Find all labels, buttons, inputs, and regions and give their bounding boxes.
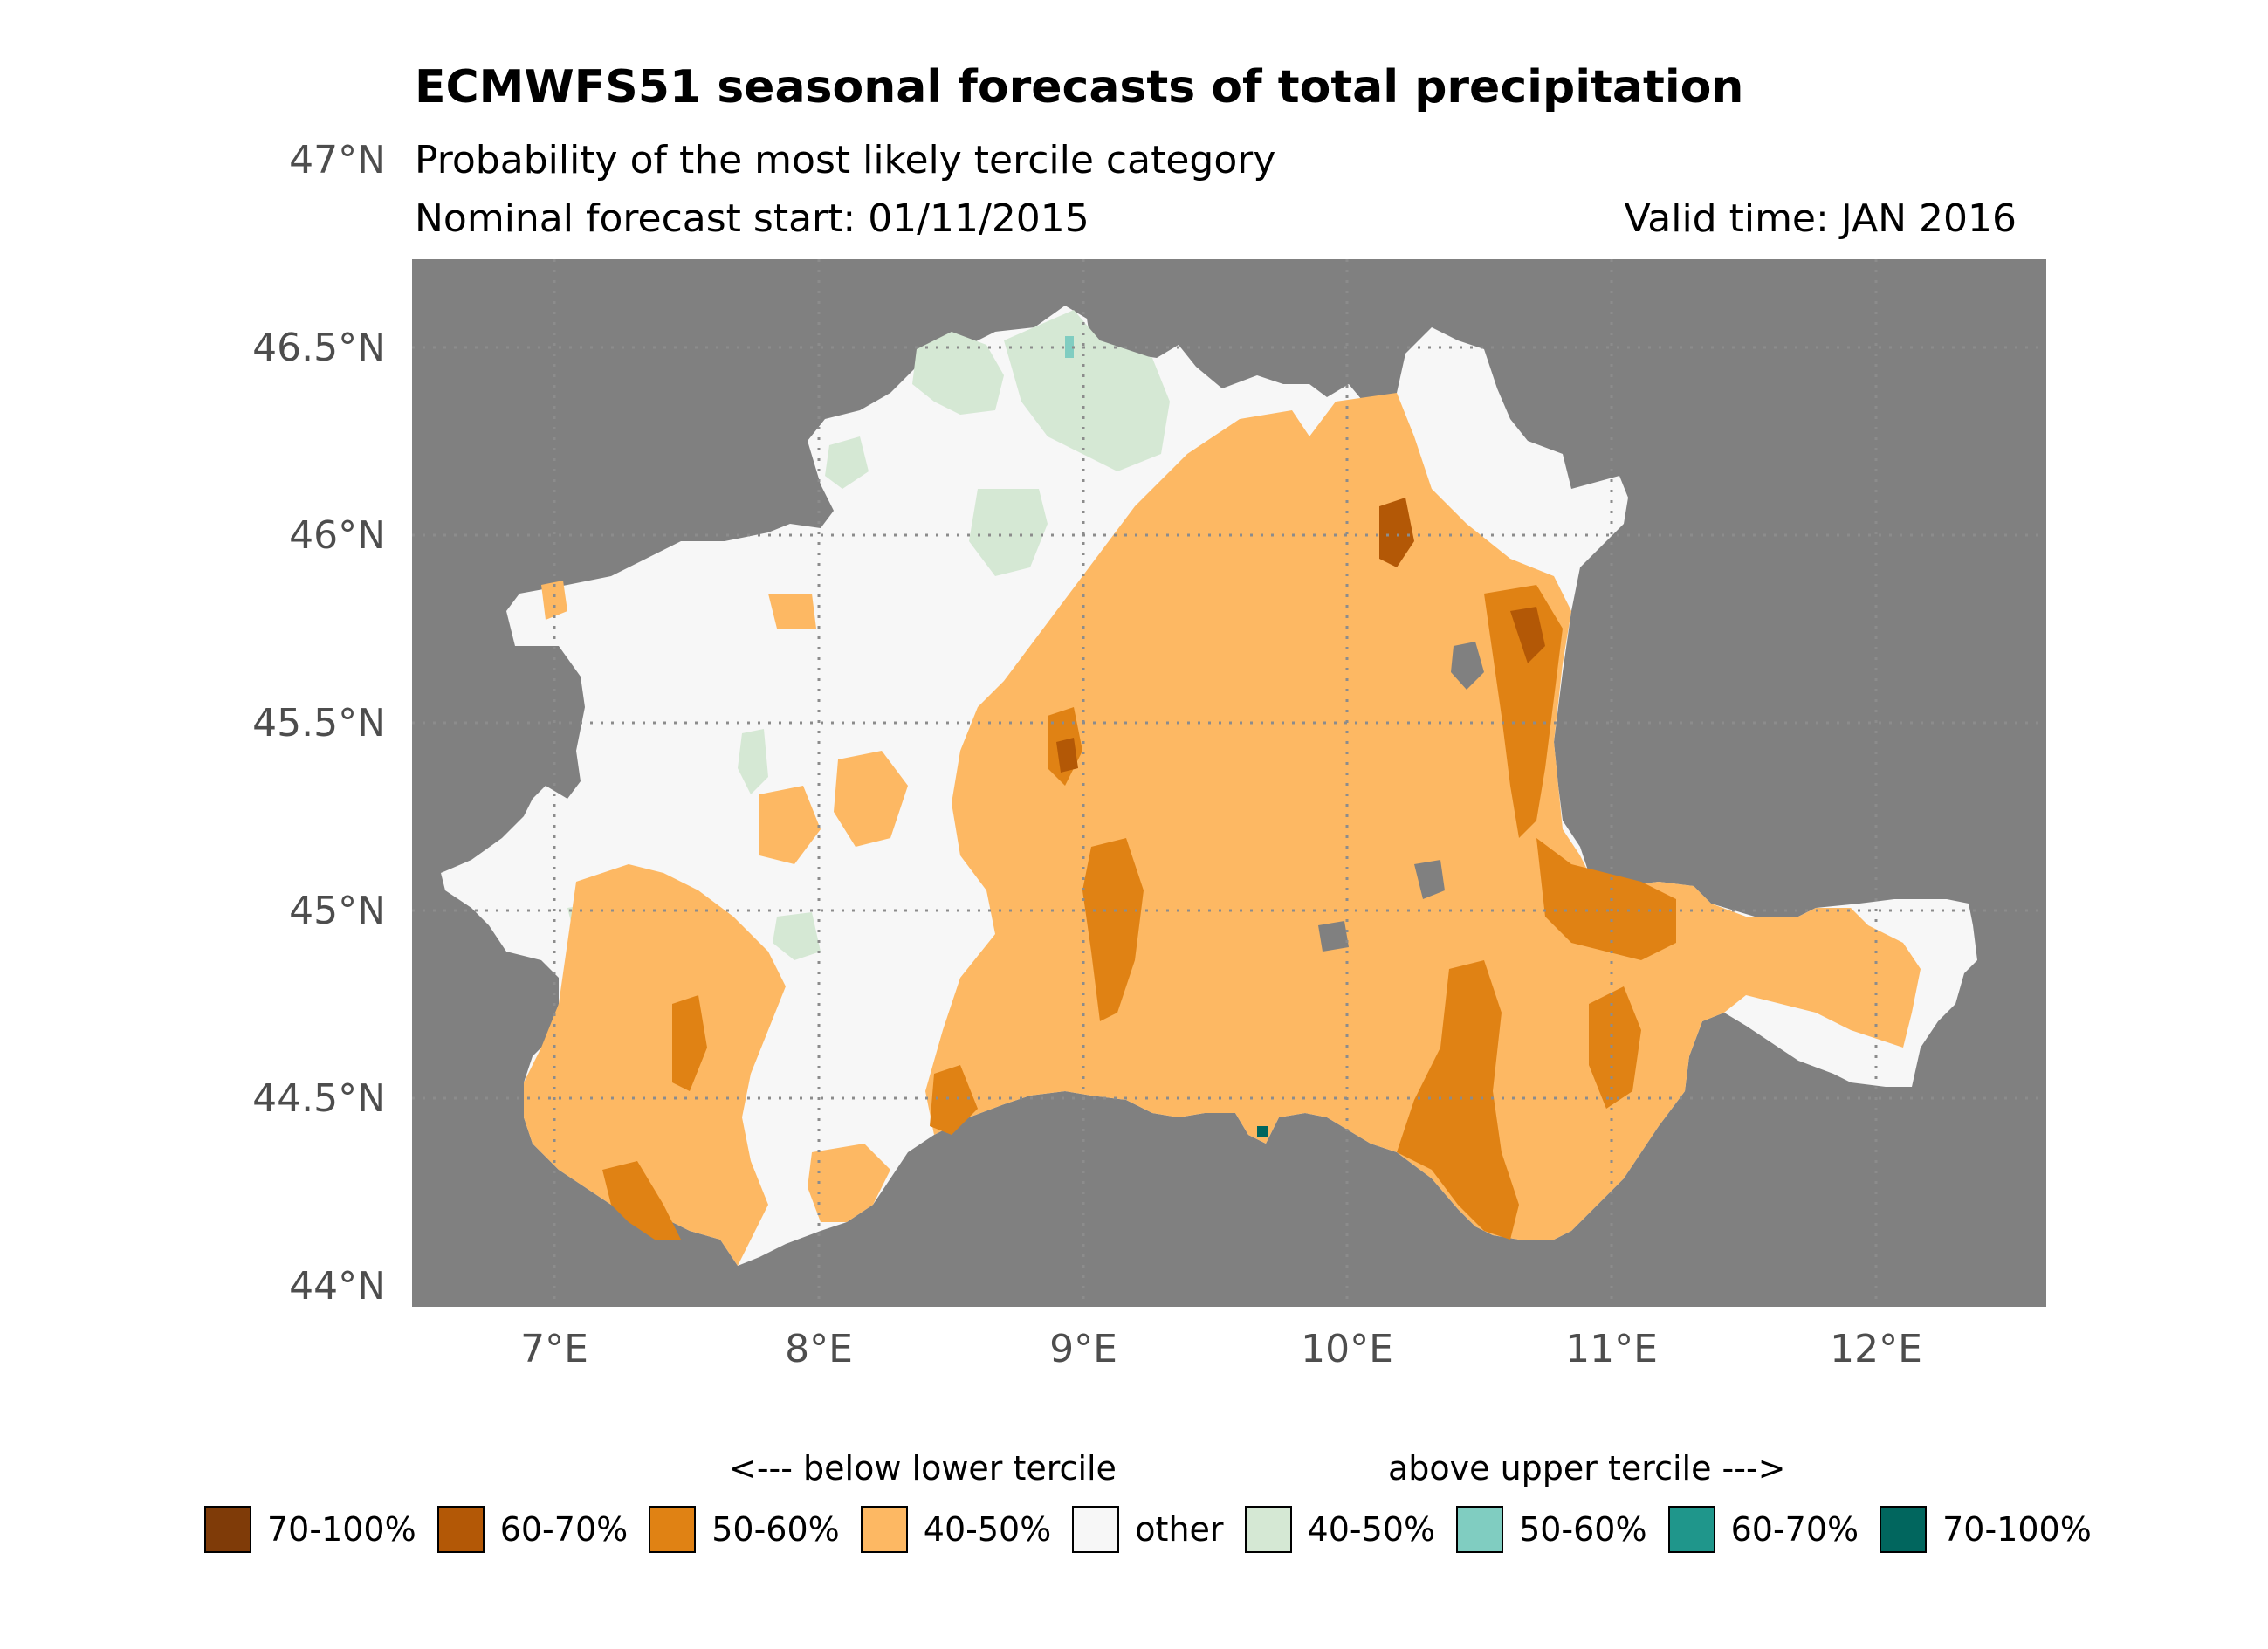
map-subtitle: Probability of the most likely tercile c… bbox=[415, 138, 1276, 182]
legend-label: 50-60% bbox=[711, 1510, 840, 1549]
legend: 70-100% 60-70% 50-60% 40-50% other 40-50% 50-6… bbox=[204, 1503, 2113, 1556]
legend-above-heading: above upper tercile ---> bbox=[1388, 1449, 1786, 1488]
legend-label: 40-50% bbox=[1307, 1510, 1436, 1549]
legend-item: 50-60% bbox=[1456, 1506, 1647, 1553]
legend-item: 70-100% bbox=[1880, 1506, 2092, 1553]
legend-item: 60-70% bbox=[436, 1506, 629, 1553]
forecast-start: Nominal forecast start: 01/11/2015 bbox=[415, 196, 1089, 241]
y-tick-44-5: 44.5°N bbox=[252, 1076, 386, 1121]
legend-label: 70-100% bbox=[1942, 1510, 2092, 1549]
map-title: ECMWFS51 seasonal forecasts of total pre… bbox=[415, 61, 1744, 113]
x-axis-ticks: 7°E 8°E 9°E 10°E 11°E 12°E bbox=[520, 1327, 1922, 1371]
legend-swatch bbox=[1244, 1506, 1292, 1553]
valid-time: Valid time: JAN 2016 bbox=[1624, 196, 2017, 241]
y-tick-46: 46°N bbox=[289, 513, 386, 558]
y-tick-45-5: 45.5°N bbox=[252, 701, 386, 745]
lakes bbox=[1318, 642, 1484, 952]
legend-item: 40-50% bbox=[1244, 1506, 1436, 1553]
above-70-100-spot bbox=[1257, 1126, 1268, 1137]
legend-label: 40-50% bbox=[923, 1510, 1052, 1549]
legend-swatch bbox=[860, 1506, 908, 1553]
x-tick-12: 12°E bbox=[1830, 1327, 1922, 1371]
legend-swatch bbox=[1072, 1506, 1120, 1553]
y-tick-46-5: 46.5°N bbox=[252, 326, 386, 370]
legend-item: other bbox=[1072, 1506, 1224, 1553]
below-40-50-areas bbox=[524, 393, 1921, 1266]
legend-swatch bbox=[1667, 1506, 1715, 1553]
y-tick-45: 45°N bbox=[289, 889, 386, 933]
legend-label: 60-70% bbox=[1730, 1510, 1859, 1549]
legend-label: 70-100% bbox=[267, 1510, 416, 1549]
legend-label: 50-60% bbox=[1519, 1510, 1647, 1549]
y-tick-47: 47°N bbox=[289, 138, 386, 182]
legend-swatch bbox=[649, 1506, 697, 1553]
legend-swatch bbox=[436, 1506, 485, 1553]
legend-below-heading: <--- below lower tercile bbox=[729, 1449, 1117, 1488]
above-50-60-spot bbox=[1065, 336, 1074, 358]
legend-item: 70-100% bbox=[204, 1506, 416, 1553]
x-tick-10: 10°E bbox=[1301, 1327, 1393, 1371]
below-60-70-areas bbox=[1056, 498, 1545, 773]
legend-swatch bbox=[1456, 1506, 1504, 1553]
legend-item: 40-50% bbox=[860, 1506, 1052, 1553]
x-tick-7: 7°E bbox=[520, 1327, 588, 1371]
y-tick-44: 44°N bbox=[289, 1264, 386, 1309]
y-axis-ticks: 47°N 46.5°N 46°N 45.5°N 45°N 44.5°N 44°N bbox=[252, 138, 386, 1309]
x-tick-9: 9°E bbox=[1049, 1327, 1117, 1371]
legend-item: 50-60% bbox=[649, 1506, 840, 1553]
legend-item: 60-70% bbox=[1667, 1506, 1859, 1553]
legend-swatch bbox=[1880, 1506, 1928, 1553]
gridlines bbox=[412, 259, 2046, 1307]
legend-label: 60-70% bbox=[499, 1510, 629, 1549]
legend-swatch bbox=[204, 1506, 251, 1553]
x-tick-8: 8°E bbox=[785, 1327, 853, 1371]
x-tick-11: 11°E bbox=[1565, 1327, 1658, 1371]
legend-label: other bbox=[1135, 1510, 1224, 1549]
